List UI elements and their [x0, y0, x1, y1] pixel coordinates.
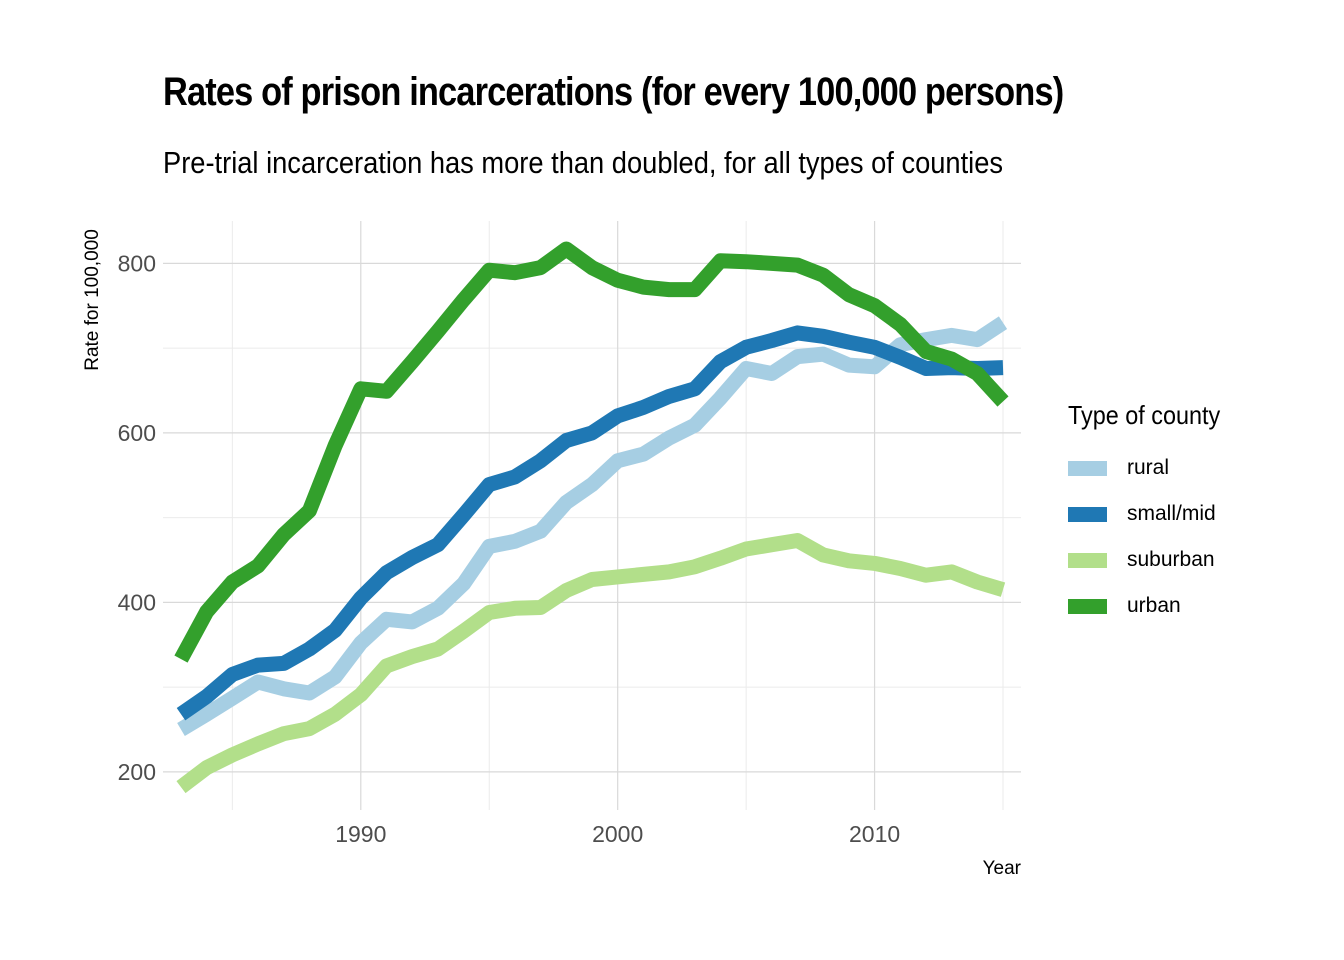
series-line-small-mid: [176, 325, 1004, 721]
legend-item-suburban: suburban: [1068, 537, 1237, 583]
series-line-suburban: [176, 533, 1006, 794]
legend-item-rural: rural: [1068, 445, 1237, 491]
chart-title: Rates of prison incarcerations (for ever…: [163, 70, 1064, 114]
x-axis-title: Year: [983, 858, 1022, 879]
legend-label-small-mid: small/mid: [1127, 502, 1216, 525]
legend-key-urban: [1068, 598, 1107, 614]
legend-item-small-mid: small/mid: [1068, 491, 1237, 537]
legend-item-urban: urban: [1068, 583, 1237, 629]
x-tick-label: 2000: [592, 821, 643, 847]
legend-key-small-mid: [1068, 506, 1107, 522]
y-tick-label: 400: [118, 589, 156, 615]
y-axis-title: Rate for 100,000: [82, 229, 103, 371]
y-tick-label: 200: [118, 759, 156, 785]
series-lines: [174, 241, 1009, 794]
x-tick-label: 1990: [335, 821, 386, 847]
legend-key-rural: [1068, 460, 1107, 476]
legend-title: Type of county: [1068, 400, 1221, 430]
y-tick-label: 800: [118, 250, 156, 276]
legend-label-suburban: suburban: [1127, 548, 1215, 571]
y-tick-label: 600: [118, 420, 156, 446]
x-tick-label: 2010: [849, 821, 900, 847]
series-line-rural: [177, 316, 1008, 736]
chart-subtitle: Pre-trial incarceration has more than do…: [163, 145, 1004, 180]
legend-label-urban: urban: [1127, 594, 1181, 617]
legend-key-suburban: [1068, 552, 1107, 568]
series-line-urban: [174, 241, 1009, 663]
legend: Type of county rural small/mid suburban …: [1068, 400, 1237, 629]
axis-tick-labels: 1990 2000 2010 200 400 600 800: [118, 250, 901, 847]
legend-label-rural: rural: [1127, 456, 1170, 479]
